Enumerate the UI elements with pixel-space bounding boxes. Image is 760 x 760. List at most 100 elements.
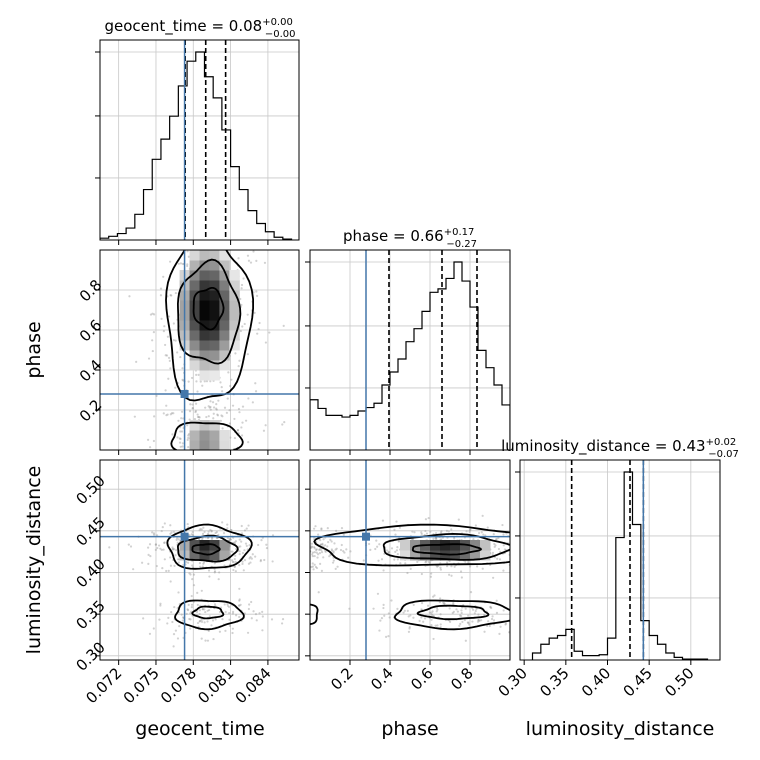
sample-point: [428, 561, 432, 564]
hist-bar-phase: [494, 385, 502, 450]
sample-point: [233, 436, 237, 440]
sample-point: [141, 561, 144, 564]
sample-point: [459, 622, 462, 625]
sample-point: [238, 411, 241, 414]
sample-point: [477, 619, 480, 622]
sample-point: [196, 390, 199, 393]
hist-bar-geocent_time: [117, 234, 126, 240]
sample-point: [395, 549, 399, 552]
hist-bar-phase: [326, 415, 334, 450]
sample-point: [255, 290, 258, 293]
sample-point: [334, 567, 337, 570]
sample-point: [171, 548, 174, 551]
sample-point: [218, 610, 222, 614]
sample-point: [162, 548, 165, 551]
sample-point: [242, 569, 245, 572]
sample-point: [268, 331, 271, 334]
contour-middle: [176, 258, 242, 365]
sample-point: [246, 631, 250, 634]
sample-point: [265, 546, 269, 550]
density-cell: [420, 550, 431, 561]
sample-point: [193, 418, 197, 421]
xtick-label-geocent_time: 0.081: [194, 664, 237, 707]
sample-point: [252, 250, 255, 253]
sample-point: [236, 429, 239, 432]
sample-point: [375, 539, 378, 542]
sample-point: [324, 544, 327, 547]
xtick-label-luminosity_distance: 0.45: [620, 664, 656, 700]
density-cell: [209, 370, 220, 381]
sample-point: [239, 545, 242, 548]
sample-point: [228, 537, 231, 541]
density-cell: [410, 540, 421, 551]
sample-point: [238, 552, 241, 556]
sample-point: [219, 381, 222, 384]
hist-group-luminosity_distance: [531, 460, 709, 660]
sample-point: [440, 538, 443, 541]
sample-point: [249, 561, 252, 564]
sample-point: [250, 617, 253, 620]
truth-marker: [180, 390, 189, 398]
sample-point: [317, 533, 320, 536]
hist-bar-luminosity_distance: [566, 629, 574, 660]
sample-point: [412, 616, 415, 619]
sample-point: [224, 629, 227, 632]
sample-point: [318, 552, 322, 555]
sample-point: [412, 603, 415, 607]
ylabel-luminosity_distance: luminosity_distance: [23, 466, 45, 655]
sample-point: [330, 549, 334, 552]
sample-point: [187, 380, 190, 383]
sample-point: [430, 611, 433, 614]
density-cell: [209, 300, 220, 311]
sample-point: [477, 619, 480, 622]
sample-point: [195, 380, 198, 383]
sample-point: [151, 339, 154, 342]
sample-point: [430, 572, 433, 575]
sample-point: [236, 429, 240, 432]
sample-point: [404, 562, 407, 565]
sample-point: [237, 257, 240, 260]
sample-point: [388, 551, 391, 554]
sample-point: [155, 534, 159, 537]
sample-point: [186, 424, 189, 427]
sample-point: [191, 530, 194, 534]
sample-point: [200, 637, 203, 640]
sample-point: [179, 262, 183, 265]
sample-point: [224, 610, 227, 614]
contour-outer: [313, 523, 510, 567]
sample-point: [448, 573, 451, 576]
sample-point: [380, 617, 384, 620]
contour-inner: [411, 543, 483, 556]
sample-point: [243, 529, 247, 532]
sample-point: [439, 597, 442, 600]
density-cell: [229, 270, 240, 281]
sample-point: [221, 390, 224, 393]
title-phase: phase = 0.66+0.17 −0.27: [343, 227, 477, 250]
sample-point: [206, 620, 209, 623]
sample-point: [321, 542, 324, 546]
sample-point: [207, 405, 210, 408]
sample-point: [214, 531, 217, 535]
sample-point: [221, 521, 224, 524]
sample-point: [349, 550, 352, 553]
sample-point: [205, 380, 209, 383]
density-cell: [219, 250, 230, 261]
sample-point: [194, 409, 197, 413]
sample-point: [222, 532, 226, 535]
sample-point: [223, 603, 226, 606]
title-geocent_time: geocent_time = 0.08+0.00 −0.00: [104, 17, 295, 40]
xtick-label-luminosity_distance: 0.35: [536, 664, 572, 700]
density-cell: [199, 550, 210, 561]
sample-point: [199, 380, 202, 383]
sample-point: [208, 615, 211, 618]
sample-point: [157, 544, 161, 547]
sample-point: [177, 591, 180, 594]
sample-point: [191, 403, 194, 406]
sample-point: [229, 384, 232, 388]
sample-point: [165, 414, 168, 417]
ytick-label-luminosity_distance: 0.45: [73, 513, 109, 549]
sample-point: [231, 404, 235, 407]
sample-point: [181, 442, 184, 445]
sample-point: [241, 562, 244, 566]
density-cell: [470, 550, 481, 561]
